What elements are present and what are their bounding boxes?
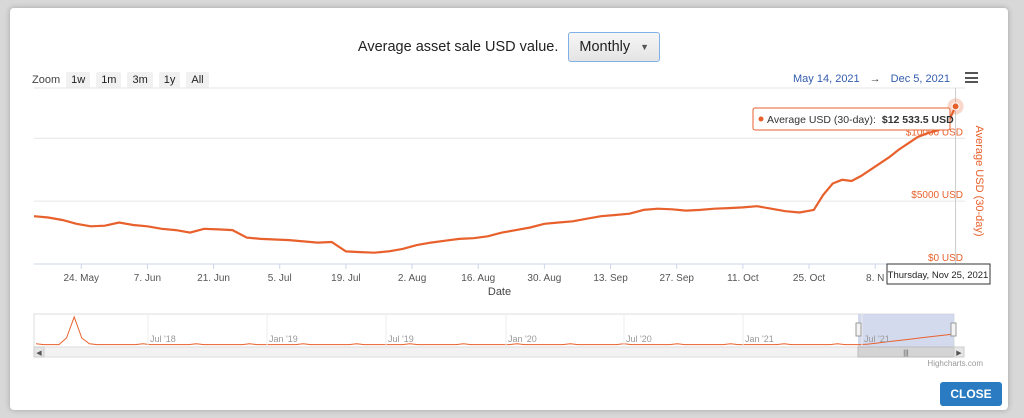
x-tick-label: 30. Aug	[527, 273, 561, 284]
zoom-label: Zoom	[32, 74, 61, 86]
chart-header-label: Average asset sale USD value.	[357, 39, 559, 55]
price-chart: 24. May 7. Jun 21. Jun 5. Jul 19. Jul 2. Aug 1…	[33, 87, 991, 368]
zoom-3m-button[interactable]: 3m	[127, 72, 153, 88]
x-tick-label: 24. May	[63, 273, 99, 284]
x-tick-label: 11. Oct	[727, 273, 759, 284]
navigator-label: Jul '18	[150, 334, 176, 344]
x-tick-label: 8. N	[866, 273, 884, 284]
zoom-1m-button[interactable]: 1m	[96, 72, 122, 88]
x-tick-label: 16. Aug	[461, 273, 495, 284]
navigator-label: Jan '19	[269, 334, 298, 344]
tooltip: Average USD (30-day): $12 533.5 USD	[752, 107, 954, 131]
crosshair-label: Thursday, Nov 25, 2021	[886, 263, 991, 285]
x-tick-label: 13. Sep	[593, 273, 628, 284]
menu-icon[interactable]	[965, 72, 978, 83]
range-arrow-icon: →	[869, 73, 881, 85]
scrollbar[interactable]: ◀ ||| ▶	[33, 346, 965, 358]
series-line	[33, 105, 957, 254]
navigator-label: Jul '20	[626, 334, 652, 344]
x-tick-label: 7. Jun	[134, 273, 161, 284]
tooltip-series: Average USD (30-day):	[767, 114, 876, 126]
tooltip-marker	[758, 116, 764, 122]
x-axis-title: Date	[488, 286, 511, 298]
x-tick-label: 27. Sep	[659, 273, 694, 284]
scroll-left-button[interactable]	[33, 346, 45, 358]
range-to-input[interactable]: Dec 5, 2021	[890, 73, 950, 85]
chart-credits[interactable]: Highcharts.com	[927, 359, 983, 368]
navigator-label: Jan '21	[745, 334, 774, 344]
svg-text:Average USD (30-day):: Average USD (30-day): $12 533.5 USD	[767, 114, 954, 126]
navigator-left-handle[interactable]	[855, 322, 862, 337]
x-tick-label: 2. Aug	[398, 273, 426, 284]
tooltip-value: $12 533.5 USD	[882, 114, 954, 126]
y-tick-label: $5000 USD	[911, 190, 963, 201]
range-from-input[interactable]: May 14, 2021	[793, 73, 860, 85]
x-tick-label: 21. Jun	[197, 273, 230, 284]
chart-modal: Average asset sale USD value. Monthly ▼ …	[10, 8, 1008, 410]
scroll-grip-icon: |||	[903, 350, 909, 357]
chart-header: Average asset sale USD value. Monthly ▼	[10, 30, 1008, 64]
y-tick-label: $10000 USD	[906, 127, 963, 138]
date-range: May 14, 2021 → Dec 5, 2021	[793, 73, 950, 85]
y-axis-title: Average USD (30-day)	[973, 125, 985, 236]
zoom-1w-button[interactable]: 1w	[66, 72, 91, 88]
navigator-label: Jul '21	[864, 334, 890, 344]
scroll-right-icon: ▶	[956, 350, 962, 357]
zoom-controls: Zoom 1w 1m 3m 1y All	[32, 72, 209, 88]
y-tick-label: $0 USD	[928, 253, 963, 264]
navigator-line	[35, 315, 953, 346]
x-tick-label: 5. Jul	[268, 273, 292, 284]
navigator[interactable]: Jul '18 Jan '19 Jul '19 Jan '20 Jul '20 Jan '…	[33, 313, 957, 353]
navigator-right-handle[interactable]	[950, 322, 957, 337]
close-button[interactable]: CLOSE	[940, 382, 1002, 406]
period-select[interactable]: Monthly ▼	[568, 32, 661, 62]
scroll-left-icon: ◀	[36, 350, 42, 357]
navigator-label: Jan '20	[508, 334, 537, 344]
chevron-down-icon: ▼	[640, 42, 650, 52]
crosshair-date: Thursday, Nov 25, 2021	[888, 270, 989, 281]
scroll-right-button[interactable]	[953, 346, 965, 358]
x-tick-label: 25. Oct	[793, 273, 825, 284]
period-select-value: Monthly	[579, 39, 631, 55]
navigator-mask[interactable]	[858, 314, 954, 352]
zoom-1y-button[interactable]: 1y	[158, 72, 181, 88]
x-tick-label: 19. Jul	[331, 273, 360, 284]
hover-point	[951, 102, 960, 111]
navigator-label: Jul '19	[388, 334, 414, 344]
zoom-all-button[interactable]: All	[186, 72, 209, 88]
